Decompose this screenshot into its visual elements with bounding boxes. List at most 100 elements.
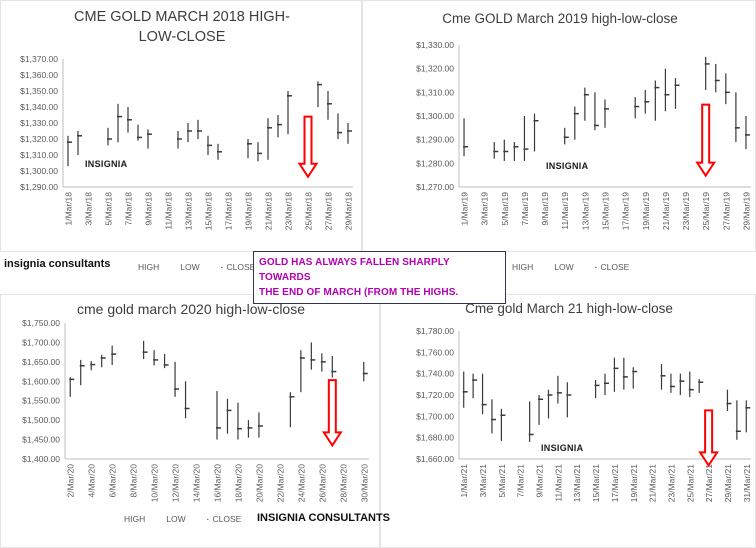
x-axis-tick-label: 19/Mar/18: [244, 192, 254, 231]
y-axis-tick-label: $1,700.00: [416, 411, 454, 421]
y-axis-tick-label: $1,320.00: [20, 134, 58, 144]
x-axis-tick-label: 17/Mar/19: [621, 192, 631, 231]
x-axis-tick-label: 30/Mar/20: [359, 464, 369, 503]
y-axis-tick-label: $1,740.00: [416, 369, 454, 379]
x-axis-tick-label: 9/Mar/21: [535, 464, 545, 498]
y-axis-tick-label: $1,330.00: [416, 40, 454, 50]
chart-title-2019: Cme GOLD March 2019 high-low-close: [442, 11, 678, 26]
legend-item-high: HIGH: [124, 514, 146, 524]
y-axis-tick-label: $1,290.00: [416, 135, 454, 145]
x-axis-tick-label: 11/Mar/21: [553, 464, 563, 502]
y-axis-tick-label: $1,310.00: [20, 150, 58, 160]
legend-item-close: · CLOSE: [594, 262, 630, 272]
x-axis-tick-label: 24/Mar/20: [296, 464, 306, 503]
x-axis-tick-label: 23/Mar/19: [681, 192, 691, 231]
x-axis-tick-label: 26/Mar/20: [317, 464, 327, 503]
x-axis-tick-label: 16/Mar/20: [213, 464, 223, 503]
legend-item-close: · CLOSE: [206, 514, 242, 524]
y-axis-tick-label: $1,320.00: [416, 64, 454, 74]
x-axis-tick-label: 25/Mar/21: [685, 464, 695, 503]
x-axis-tick-label: 3/Mar/21: [478, 464, 488, 498]
x-axis-tick-label: 7/Mar/21: [516, 464, 526, 498]
y-axis-tick-label: $1,350.00: [20, 86, 58, 96]
legend-2018: HIGH LOW · CLOSE: [138, 262, 255, 272]
x-axis-tick-label: 31/Mar/21: [742, 464, 752, 503]
x-axis-tick-label: 13/Mar/19: [580, 192, 590, 231]
chart-title-2018: CME GOLD MARCH 2018 HIGH-LOW-CLOSE: [74, 9, 290, 46]
x-axis-tick-label: 23/Mar/21: [666, 464, 676, 503]
x-axis-tick-label: 13/Mar/21: [572, 464, 582, 503]
insignia-watermark-2019: INSIGNIA: [546, 161, 589, 171]
x-axis-tick-label: 8/Mar/20: [129, 464, 139, 498]
chart-2018: $1,290.00 $1,300.00 $1,310.00 $1,320.00 $1,3…: [0, 0, 362, 252]
x-axis-tick-label: 3/Mar/18: [84, 192, 94, 226]
x-axis-tick-label: 9/Mar/19: [540, 192, 550, 226]
close-dot-marker: ·: [206, 514, 210, 524]
close-dot-marker: ·: [594, 262, 598, 272]
x-axis-tick-label: 11/Mar/18: [164, 192, 174, 230]
chart-2019: $1,270.00 $1,280.00 $1,290.00 $1,300.00 $1,3…: [362, 0, 756, 252]
insignia-watermark-2018: INSIGNIA: [85, 159, 128, 169]
legend-item-low: LOW: [554, 262, 574, 272]
y-axis-tick-label: $1,300.00: [416, 111, 454, 121]
x-axis-tick-label: 3/Mar/19: [480, 192, 490, 226]
legend-item-low: LOW: [180, 262, 200, 272]
x-axis-tick-label: 1/Mar/21: [459, 464, 469, 498]
annotation-note: GOLD HAS ALWAYS FALLEN SHARPLY TOWARDS T…: [253, 251, 506, 304]
close-dot-marker: ·: [220, 262, 224, 272]
x-axis-tick-label: 15/Mar/19: [601, 192, 611, 231]
y-axis-tick-label: $1,600.00: [22, 376, 60, 386]
y-axis-tick-label: $1,330.00: [20, 118, 58, 128]
x-axis-tick-label: 5/Mar/21: [497, 464, 507, 498]
y-axis-tick-label: $1,680.00: [416, 433, 454, 443]
insignia-consultants-label-upper: INSIGNIA CONSULTANTS: [257, 512, 391, 524]
insignia-watermark-2021: INSIGNIA: [541, 443, 584, 453]
chart-2020: $1,400.00 $1,450.00 $1,500.00 $1,550.00 $1,6…: [0, 294, 380, 548]
x-axis-tick-label: 29/Mar/21: [723, 464, 733, 503]
down-arrow-annotation: [321, 379, 343, 448]
chart-2021: $1,660.00 $1,680.00 $1,700.00 $1,720.00 $1,7…: [380, 294, 756, 548]
hlc-chart-2019: $1,270.00 $1,280.00 $1,290.00 $1,300.00 $1,3…: [416, 40, 751, 231]
y-axis-tick-label: $1,310.00: [416, 87, 454, 97]
annotation-line2: THE END OF MARCH (FROM THE HIGHS.: [259, 287, 459, 298]
x-axis-tick-label: 19/Mar/21: [629, 464, 639, 503]
x-axis-tick-label: 15/Mar/21: [591, 464, 601, 503]
legend-item-high: HIGH: [138, 262, 160, 272]
legend-2019: HIGH LOW · CLOSE: [512, 262, 629, 272]
x-axis-tick-label: 21/Mar/18: [264, 192, 274, 231]
x-axis-tick-label: 27/Mar/19: [721, 192, 731, 231]
x-axis-tick-label: 19/Mar/19: [641, 192, 651, 231]
x-axis-tick-label: 11/Mar/19: [560, 192, 570, 230]
x-axis-tick-label: 4/Mar/20: [87, 464, 97, 498]
hlc-chart-2018: $1,290.00 $1,300.00 $1,310.00 $1,320.00 $1,3…: [20, 54, 354, 231]
annotation-line1: GOLD HAS ALWAYS FALLEN SHARPLY TOWARDS: [259, 257, 450, 283]
y-axis-tick-label: $1,720.00: [416, 390, 454, 400]
insignia-consultants-label-lower: insignia consultants: [4, 258, 111, 270]
y-axis-tick-label: $1,660.00: [416, 454, 454, 464]
down-arrow-annotation: [695, 103, 717, 178]
chart-title-2020: cme gold march 2020 high-low-close: [77, 301, 305, 317]
x-axis-tick-label: 1/Mar/19: [460, 192, 470, 226]
x-axis-tick-label: 17/Mar/21: [610, 464, 620, 503]
y-axis-tick-label: $1,400.00: [22, 454, 60, 464]
x-axis-tick-label: 5/Mar/18: [104, 192, 114, 226]
x-axis-tick-label: 29/Mar/19: [741, 192, 751, 231]
y-axis-tick-label: $1,550.00: [22, 396, 60, 406]
legend-item-high: HIGH: [512, 262, 534, 272]
x-axis-tick-label: 10/Mar/20: [150, 464, 160, 503]
y-axis-tick-label: $1,450.00: [22, 435, 60, 445]
x-axis-tick-label: 15/Mar/18: [204, 192, 214, 231]
x-axis-tick-label: 2/Mar/20: [66, 464, 76, 498]
x-axis-tick-label: 13/Mar/18: [184, 192, 194, 231]
x-axis-tick-label: 25/Mar/19: [701, 192, 711, 231]
x-axis-tick-label: 14/Mar/20: [192, 464, 202, 503]
x-axis-tick-label: 1/Mar/18: [64, 192, 74, 226]
y-axis-tick-label: $1,780.00: [416, 326, 454, 336]
y-axis-tick-label: $1,270.00: [416, 182, 454, 192]
x-axis-tick-label: 29/Mar/18: [344, 192, 354, 231]
legend-item-close: · CLOSE: [220, 262, 256, 272]
y-axis-tick-label: $1,700.00: [22, 337, 60, 347]
x-axis-tick-label: 17/Mar/18: [224, 192, 234, 231]
x-axis-tick-label: 6/Mar/20: [108, 464, 118, 498]
